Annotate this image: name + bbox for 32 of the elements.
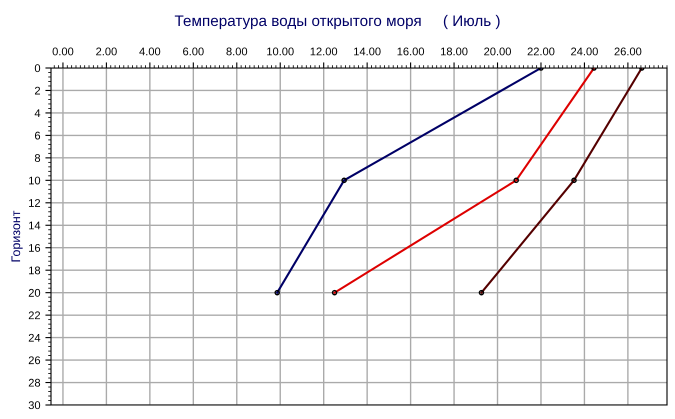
x-tick-label: 16.00 xyxy=(398,48,424,56)
x-tick-label: 22.00 xyxy=(528,48,554,56)
x-tick-label: 24.00 xyxy=(571,48,598,56)
y-tick-label: 24 xyxy=(28,334,40,342)
x-tick-label: 26.00 xyxy=(614,48,642,56)
y-tick-label: 10 xyxy=(29,176,40,184)
y-tick-label: 4 xyxy=(34,109,40,117)
y-tick-label: 30 xyxy=(28,401,40,410)
y-tick-label: 8 xyxy=(34,154,40,162)
x-tick-label: 8.00 xyxy=(226,48,248,56)
chart-title: Температура воды открытого моря ( Июль ) xyxy=(174,14,500,30)
x-tick-label: 14.00 xyxy=(354,48,381,56)
y-tick-label: 28 xyxy=(28,378,40,387)
x-tick-label: 18.00 xyxy=(441,48,468,56)
y-tick-label: 12 xyxy=(29,199,40,207)
y-tick-label: 18 xyxy=(29,266,40,274)
x-tick-label: 10.00 xyxy=(267,48,294,56)
y-tick-label: 2 xyxy=(34,86,40,94)
x-tick-label: 20.00 xyxy=(484,48,511,56)
y-tick-label: 0 xyxy=(34,64,40,72)
y-tick-label: 22 xyxy=(28,311,40,320)
y-axis-title: Горизонт xyxy=(11,210,23,262)
x-tick-label: 2.00 xyxy=(96,48,117,56)
x-tick-label: 12.00 xyxy=(310,48,338,56)
x-tick-label: 0.00 xyxy=(52,48,74,56)
y-tick-label: 6 xyxy=(34,132,40,140)
y-tick-label: 16 xyxy=(29,244,40,252)
y-tick-label: 20 xyxy=(28,288,40,297)
y-tick-label: 14 xyxy=(29,222,40,230)
x-tick-label: 4.00 xyxy=(139,48,160,56)
x-tick-label: 6.00 xyxy=(183,48,204,56)
y-tick-label: 26 xyxy=(28,356,40,364)
